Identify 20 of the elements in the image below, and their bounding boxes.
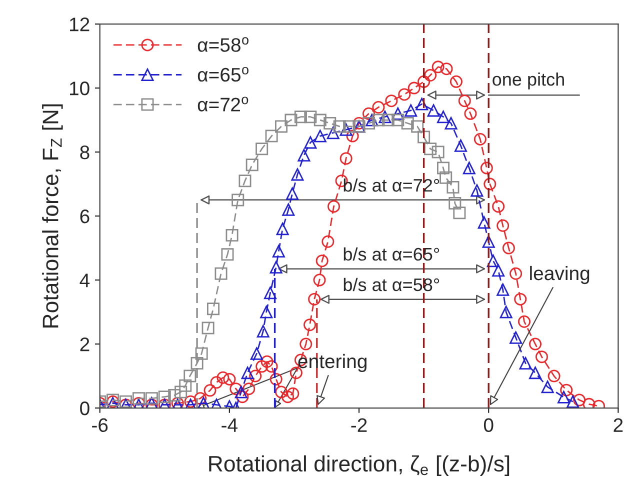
- y-tick-label: 2: [80, 337, 90, 352]
- x-tick-label: 2: [614, 418, 623, 432]
- y-tick-label: 10: [70, 82, 90, 96]
- y-tick-label: 12: [70, 18, 90, 32]
- y-axis-title: Rotational force, F$_{Z}$ [N]: [42, 104, 63, 328]
- legend-label: α=72$^{o}$: [198, 96, 248, 112]
- x-tick-label: -6: [92, 418, 108, 432]
- x-axis-title: Rotational direction, ζ$_{e}$ [(z-b)/s]: [209, 455, 510, 476]
- annotation: b/s at α=72°: [344, 178, 440, 192]
- y-tick-label: 0: [80, 401, 90, 416]
- y-tick-label: 4: [80, 274, 90, 288]
- annotation: leaving: [530, 266, 590, 284]
- legend-label: α=58$^{o}$: [198, 37, 248, 52]
- annotation: one pitch: [492, 72, 564, 90]
- x-tick-label: -4: [222, 418, 238, 432]
- y-tick-label: 6: [80, 210, 90, 224]
- legend-label: α=65$^{o}$: [198, 66, 248, 82]
- x-tick-label: 0: [484, 418, 494, 432]
- x-tick-label: -2: [351, 418, 367, 432]
- y-tick-label: 8: [80, 146, 90, 160]
